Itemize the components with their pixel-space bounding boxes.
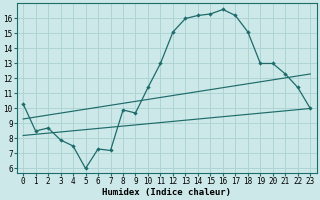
- X-axis label: Humidex (Indice chaleur): Humidex (Indice chaleur): [102, 188, 231, 197]
